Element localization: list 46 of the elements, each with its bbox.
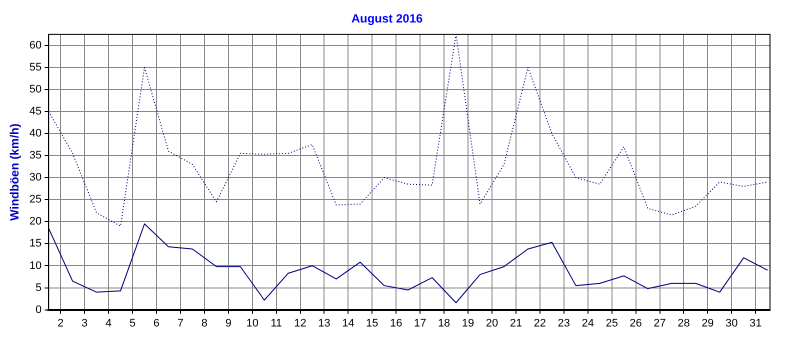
x-tick-label: 28 — [678, 317, 690, 330]
x-tick-label: 29 — [702, 317, 714, 330]
x-tick-label: 3 — [82, 317, 88, 330]
x-tick-label: 31 — [749, 317, 762, 330]
x-tick-label: 16 — [390, 317, 402, 330]
y-tick-label: 40 — [29, 128, 42, 140]
x-tick-label: 23 — [558, 317, 570, 330]
y-tick-label: 55 — [29, 61, 42, 74]
y-tick-label: 30 — [29, 172, 42, 184]
x-tick-label: 10 — [246, 317, 258, 330]
y-tick-label: 5 — [36, 282, 42, 294]
x-tick-label: 14 — [342, 317, 354, 330]
x-tick-label: 15 — [366, 317, 378, 330]
x-tick-label: 24 — [582, 317, 594, 330]
y-tick-label: 10 — [29, 260, 42, 272]
y-tick-label: 0 — [36, 304, 42, 316]
x-tick-label: 6 — [153, 317, 160, 330]
x-tick-label: 7 — [177, 317, 184, 330]
y-tick-label: 15 — [29, 238, 42, 250]
y-axis-title: Windböen (km/h) — [8, 123, 22, 221]
x-tick-label: 26 — [630, 317, 642, 330]
line-series — [48, 34, 768, 227]
x-tick-label: 9 — [225, 317, 232, 330]
y-tick-label: 20 — [29, 216, 42, 228]
x-tick-label: 8 — [201, 317, 208, 330]
x-tick-label: 4 — [105, 317, 112, 330]
x-tick-label: 25 — [606, 317, 618, 330]
x-tick-label: 17 — [414, 317, 426, 330]
x-tick-label: 27 — [654, 317, 666, 330]
x-tick-label: 11 — [270, 317, 282, 330]
x-tick-label: 13 — [318, 317, 330, 330]
y-tick-label: 50 — [29, 84, 42, 96]
x-tick-label: 5 — [129, 317, 136, 330]
y-tick-label: 25 — [29, 194, 42, 206]
chart-title: August 2016 — [351, 12, 423, 26]
x-tick-label: 30 — [726, 317, 738, 330]
x-tick-label: 19 — [462, 317, 474, 330]
x-tick-label: 22 — [534, 317, 546, 330]
y-tick-label: 45 — [29, 106, 42, 118]
x-tick-label: 2 — [58, 317, 64, 330]
y-tick-label: 60 — [29, 39, 42, 52]
x-tick-label: 21 — [510, 317, 522, 330]
x-tick-label: 18 — [438, 317, 450, 330]
x-tick-label: 12 — [294, 317, 306, 330]
y-tick-label: 35 — [29, 150, 42, 162]
x-tick-label: 20 — [486, 317, 498, 330]
